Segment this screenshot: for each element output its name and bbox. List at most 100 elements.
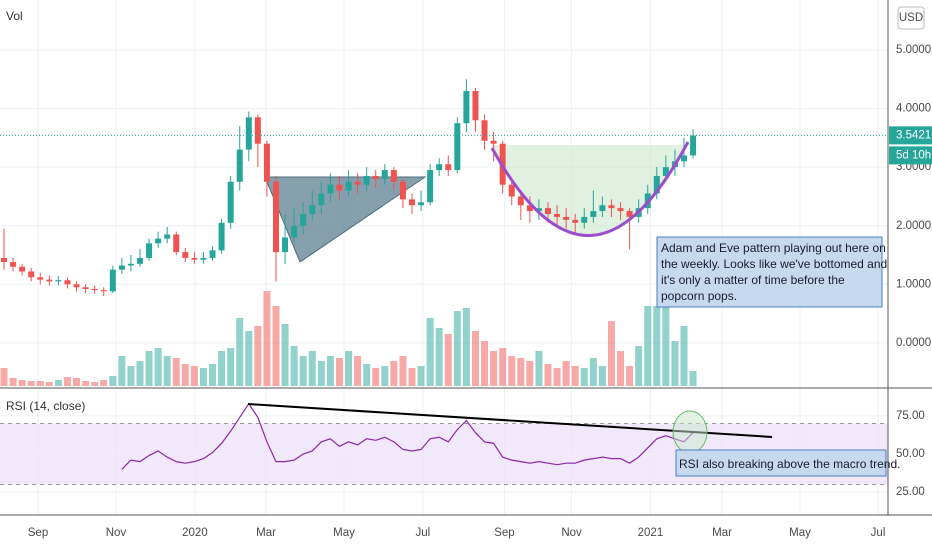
volume-bar — [27, 381, 35, 386]
candle-body — [517, 196, 524, 206]
volume-bar — [272, 306, 280, 386]
volume-bar — [63, 377, 71, 386]
volume-bar — [390, 361, 398, 386]
volume-bar — [335, 358, 343, 386]
volume-bar — [109, 376, 117, 386]
x-tick-label: Mar — [712, 527, 732, 539]
candle-body — [345, 181, 352, 191]
volume-bar — [526, 361, 534, 386]
volume-bar — [9, 378, 17, 386]
y-tick-label: 2.0000 — [896, 220, 931, 232]
currency[interactable]: USD — [899, 12, 923, 24]
note-box — [675, 449, 887, 477]
candle-body — [173, 234, 180, 253]
volume-bar — [372, 368, 380, 386]
volume-bar — [680, 326, 688, 386]
candle-body — [327, 184, 334, 194]
volume-bar — [598, 366, 606, 386]
volume-bar — [571, 366, 579, 386]
countdown-tag — [889, 146, 932, 165]
volume-bar — [471, 331, 479, 386]
candle-body — [581, 216, 588, 223]
candle-body — [227, 181, 234, 223]
volume-bar — [100, 380, 108, 386]
candle-body — [572, 219, 579, 223]
volume-bar — [181, 364, 189, 386]
volume-bar — [408, 368, 416, 386]
candle-body — [109, 269, 116, 292]
volume-bar — [145, 351, 153, 386]
volume-bar — [281, 324, 289, 386]
volume-bar — [36, 381, 44, 386]
candle-body — [653, 175, 660, 194]
candle-body — [563, 216, 570, 220]
candle-body — [254, 117, 261, 144]
y-tick-label: 5.0000 — [896, 44, 931, 56]
candle-body — [481, 120, 488, 141]
currency-button[interactable] — [897, 6, 925, 30]
volume-bar — [299, 356, 307, 386]
volume-bar — [236, 318, 244, 386]
candle-body — [490, 140, 497, 144]
x-tick-label: Nov — [561, 527, 582, 539]
volume-bar — [490, 351, 498, 386]
volume-bar — [18, 380, 26, 386]
note-box — [656, 236, 883, 308]
candle-body — [263, 143, 270, 182]
candle-body — [55, 280, 62, 282]
volume-bar — [626, 366, 634, 386]
rsi-tick-label: 25.00 — [896, 486, 925, 498]
candle-body — [454, 123, 461, 171]
candle-body — [300, 214, 307, 226]
x-tick-label: 2021 — [638, 527, 664, 539]
candle-body — [680, 155, 687, 162]
candle-body — [291, 225, 298, 238]
x-tick-label: Jul — [416, 527, 431, 539]
axes: Sep Nov 2020 Mar May Jul Sep Nov 2021 Mar May Jul 0.… — [28, 44, 932, 539]
candle-body — [164, 234, 171, 239]
candle-body — [200, 257, 207, 260]
volume-bar — [671, 341, 679, 386]
y-tick-label: 1.0000 — [896, 278, 931, 290]
x-tick-label: May — [333, 527, 355, 539]
note-line: it's only a matter of time before the — [661, 273, 845, 287]
candle-body — [318, 193, 325, 206]
volume-bar — [308, 351, 316, 386]
candle-body — [336, 184, 343, 191]
candle-body — [427, 170, 434, 203]
candle-body — [191, 257, 198, 260]
candle-body — [37, 277, 44, 280]
volume-bar — [635, 346, 643, 386]
candle-body — [73, 284, 80, 288]
volume-label: Vol — [6, 9, 23, 23]
candle-body — [408, 199, 415, 206]
volume-bar — [73, 378, 81, 386]
candle-body — [617, 208, 624, 212]
volume-bar — [462, 308, 470, 386]
candle-body — [28, 271, 35, 278]
volume-bar — [54, 380, 62, 386]
candle-body — [309, 205, 316, 215]
last-price-tag — [889, 126, 932, 145]
triangle-drawing — [264, 176, 427, 263]
volume-bar — [444, 334, 452, 386]
candle-body — [182, 252, 189, 258]
volume-bar — [227, 348, 235, 386]
candle-body — [399, 181, 406, 200]
candle-body — [91, 288, 98, 291]
candle-body — [218, 222, 225, 251]
note-line: Adam and Eve pattern playing out here on — [661, 241, 886, 255]
volume-bar — [199, 368, 207, 386]
candle-body — [554, 214, 561, 217]
rsi-circle — [672, 410, 708, 454]
rsi-tick-label: 75.00 — [896, 410, 925, 422]
candle-body — [418, 202, 425, 206]
volume-bar — [653, 306, 661, 386]
volume-bar — [209, 364, 217, 386]
candle-body — [46, 279, 53, 282]
volume-bar — [499, 348, 507, 386]
volume-bar — [580, 368, 588, 386]
volume-bar — [91, 382, 99, 386]
candle-body — [508, 184, 515, 197]
candle-body — [690, 135, 697, 156]
